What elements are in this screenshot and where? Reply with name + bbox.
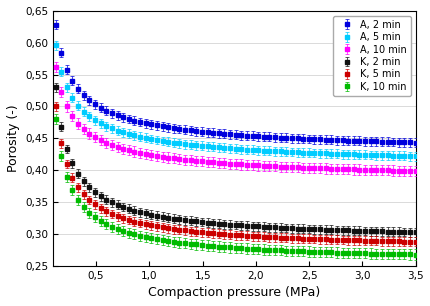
Y-axis label: Porosity (-): Porosity (-) [7,104,20,172]
Legend: A, 2 min, A, 5 min, A, 10 min, K, 2 min, K, 5 min, K, 10 min: A, 2 min, A, 5 min, A, 10 min, K, 2 min,… [332,16,410,96]
X-axis label: Compaction pressure (MPa): Compaction pressure (MPa) [148,286,320,299]
